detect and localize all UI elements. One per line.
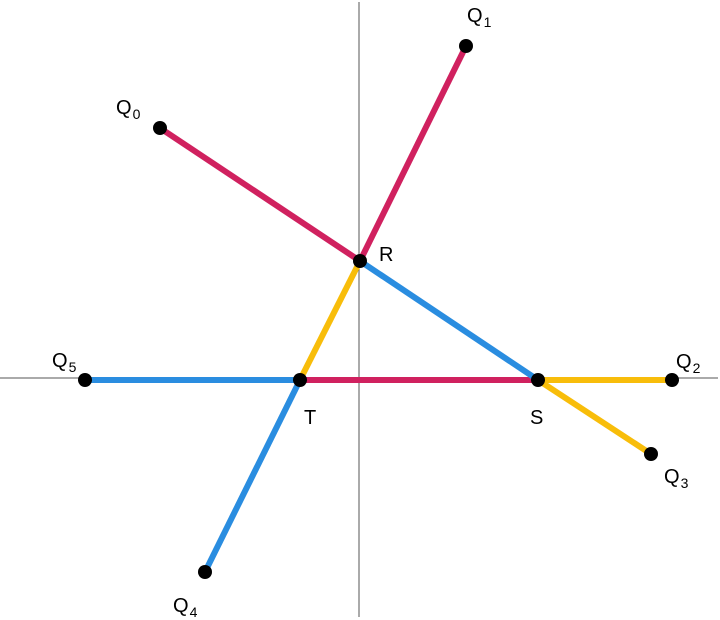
label-r: R [379, 244, 393, 266]
point-q3 [644, 447, 658, 461]
point-labels: R S T Q0 Q1 Q2 Q3 Q4 Q5 [52, 5, 701, 620]
segment-t-q4 [202, 378, 303, 574]
label-q3: Q3 [664, 466, 689, 491]
label-q5: Q5 [52, 350, 77, 375]
segment-r-s [358, 258, 540, 383]
point-s [531, 373, 545, 387]
segment-r-t [297, 259, 363, 382]
points [78, 39, 679, 579]
point-q2 [665, 373, 679, 387]
segments [85, 44, 672, 574]
point-q4 [198, 565, 212, 579]
segment-q0-r [158, 125, 362, 264]
point-r [353, 254, 367, 268]
label-s: S [530, 407, 543, 429]
point-q1 [459, 39, 473, 53]
label-q2: Q2 [676, 351, 701, 376]
point-q5 [78, 373, 92, 387]
point-q0 [153, 121, 167, 135]
point-t [293, 373, 307, 387]
label-q4: Q4 [173, 595, 198, 620]
segment-s-q3 [536, 377, 653, 457]
label-q1: Q1 [467, 5, 492, 30]
label-t: T [304, 407, 316, 429]
label-q0: Q0 [116, 97, 141, 122]
segment-r-q1 [357, 44, 469, 263]
